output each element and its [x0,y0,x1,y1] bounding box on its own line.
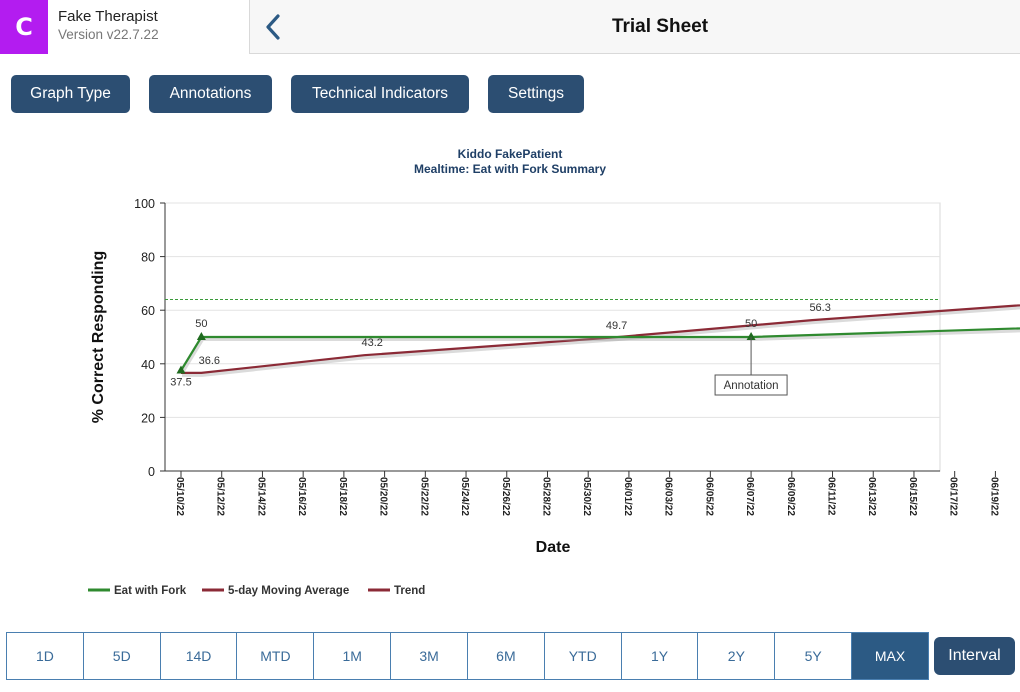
trend-label: 43.2 [362,337,383,349]
data-label: 50 [195,318,207,330]
chart-title: Kiddo FakePatient [458,147,563,161]
annotation-label: Annotation [724,380,779,392]
legend-item-trend[interactable]: Trend [394,585,425,597]
legend-item-fork[interactable]: Eat with Fork [114,585,187,597]
x-tick-label: 06/19/22 [988,477,999,516]
data-label: 37.5 [170,377,191,389]
y-tick-label: 100 [134,197,155,211]
back-chevron-icon[interactable] [262,12,284,42]
trend-label: 56.3 [809,302,830,314]
x-tick-label: 05/18/22 [337,477,348,516]
settings-button[interactable]: Settings [488,75,584,113]
range-button-mtd[interactable]: MTD [237,633,315,679]
series-line-trend-shadow [182,305,1020,377]
x-axis-label: Date [536,539,571,556]
range-button-5y[interactable]: 5Y [775,633,853,679]
x-tick-label: 06/05/22 [703,477,714,516]
interval-button[interactable]: Interval [934,637,1015,675]
range-button-1m[interactable]: 1M [314,633,392,679]
x-tick-label: 06/11/22 [826,477,837,516]
range-button-5d[interactable]: 5D [83,633,161,679]
y-tick-label: 80 [141,251,155,265]
top-bar: C Fake Therapist Version v22.7.22 Trial … [0,0,1020,54]
series-line-fork-shadow [180,328,1020,374]
x-tick-label: 05/22/22 [418,477,429,516]
x-tick-label: 06/15/22 [907,477,918,516]
x-tick-label: 06/09/22 [785,477,796,516]
range-button-max[interactable]: MAX [852,633,928,679]
y-tick-label: 20 [141,411,155,425]
range-button-6m[interactable]: 6M [467,633,545,679]
technical-indicators-button[interactable]: Technical Indicators [291,75,469,113]
range-button-2y[interactable]: 2Y [698,633,776,679]
chart-area: Kiddo FakePatient Mealtime: Eat with For… [0,130,1020,620]
y-tick-label: 60 [141,304,155,318]
app-name: Fake Therapist [58,8,158,25]
range-button-1y[interactable]: 1Y [621,633,699,679]
range-button-14d[interactable]: 14D [160,633,238,679]
x-tick-label: 06/07/22 [744,477,755,516]
series-line-fork [180,327,1020,372]
trend-label: 36.6 [199,355,220,367]
x-tick-label: 06/03/22 [663,477,674,516]
range-selector: 1D 5D 14D MTD 1M 3M 6M YTD 1Y 2Y 5Y MAX [6,632,929,680]
y-axis-label: % Correct Responding [90,251,107,423]
legend-item-moving-average[interactable]: 5-day Moving Average [228,585,349,597]
app-version: Version v22.7.22 [58,27,159,42]
range-button-1d[interactable]: 1D [7,633,84,679]
range-button-3m[interactable]: 3M [391,633,468,679]
x-tick-label: 06/01/22 [622,477,633,516]
app-logo: C [0,0,48,54]
x-tick-label: 05/28/22 [540,477,551,516]
x-tick-label: 06/13/22 [866,477,877,516]
y-tick-label: 0 [148,465,155,479]
x-tick-label: 05/20/22 [378,477,389,516]
data-label: 50 [745,318,757,330]
x-tick-label: 05/14/22 [255,477,266,516]
annotations-button[interactable]: Annotations [149,75,272,113]
page-title: Trial Sheet [611,16,709,37]
y-tick-label: 40 [141,358,155,372]
series-line-trend [181,304,1020,374]
data-point-marker [176,365,186,374]
x-tick-label: 06/17/22 [948,477,959,516]
x-tick-label: 05/12/22 [215,477,226,516]
x-tick-label: 05/16/22 [296,477,307,516]
annotation-box [714,374,788,396]
x-tick-label: 05/10/22 [174,477,185,516]
app-identity: C Fake Therapist Version v22.7.22 [0,0,250,54]
trend-label: 49.7 [606,320,627,332]
graph-type-button[interactable]: Graph Type [11,75,130,113]
trial-chart: Kiddo FakePatient Mealtime: Eat with For… [88,147,1020,597]
range-button-ytd[interactable]: YTD [544,633,622,679]
data-point-marker [746,332,756,340]
x-tick-label: 05/24/22 [459,477,470,516]
chart-subtitle: Mealtime: Eat with Fork Summary [414,162,606,176]
data-point-marker [196,332,206,340]
x-tick-label: 05/30/22 [581,477,592,516]
x-tick-label: 05/26/22 [500,477,511,516]
